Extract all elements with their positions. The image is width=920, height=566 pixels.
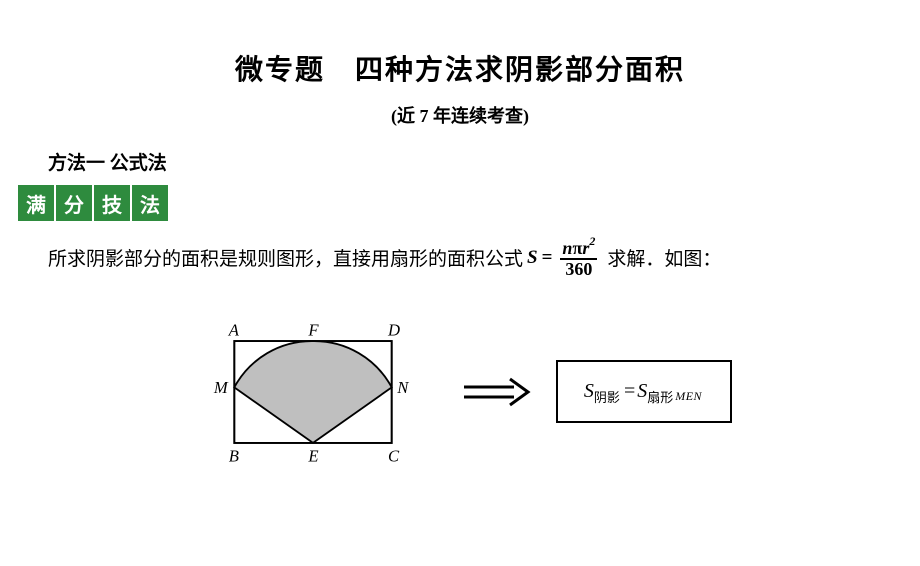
badge-cell: 技 [94, 185, 130, 221]
formula-n: n [562, 238, 572, 258]
result-box: S 阴影 = S 扇形 MEN [556, 360, 732, 423]
label-D: D [387, 320, 400, 339]
result-S1: S [584, 380, 594, 403]
sector-area-formula: S = nπr2 360 [527, 237, 597, 279]
description-row: 所求阴影部分的面积是规则图形，直接用扇形的面积公式 S = nπr2 360 求… [48, 237, 920, 279]
arrow-head [510, 379, 528, 405]
sector-shaded [234, 341, 391, 443]
badge-cell: 满 [18, 185, 54, 221]
formula-eq: = [542, 247, 553, 269]
description-pre: 所求阴影部分的面积是规则图形，直接用扇形的面积公式 [48, 244, 523, 271]
result-sub-shadow: 阴影 [594, 387, 620, 406]
diagram-area: A F D M N B E C S 阴影 = S 扇形 MEN [0, 307, 920, 477]
result-sub-sector-prefix: 扇形 [647, 387, 673, 406]
formula-numerator: nπr2 [560, 237, 597, 258]
implies-arrow-icon [462, 377, 532, 407]
label-M: M [213, 378, 229, 397]
badge-cell: 分 [56, 185, 92, 221]
result-S2: S [637, 380, 647, 403]
page-subtitle: (近 7 年连续考查) [0, 102, 920, 128]
label-E: E [307, 446, 318, 465]
formula-fraction: nπr2 360 [560, 237, 597, 279]
result-eq: = [624, 380, 635, 403]
description-post: 求解．如图： [607, 244, 721, 271]
formula-pi: π [572, 238, 582, 258]
label-C: C [388, 446, 400, 465]
formula-exp: 2 [589, 234, 595, 248]
label-B: B [229, 446, 239, 465]
badge-cell: 法 [132, 185, 168, 221]
label-N: N [396, 378, 409, 397]
label-A: A [228, 320, 240, 339]
result-sub-sector-suffix: MEN [675, 389, 702, 404]
formula-lhs: S [527, 247, 538, 269]
method-label: 方法一 公式法 [48, 148, 920, 175]
formula-denominator: 360 [563, 260, 594, 279]
badge-row: 满 分 技 法 [18, 185, 920, 221]
label-F: F [307, 320, 319, 339]
geometry-figure: A F D M N B E C [188, 307, 438, 477]
page-title: 微专题 四种方法求阴影部分面积 [0, 48, 920, 88]
